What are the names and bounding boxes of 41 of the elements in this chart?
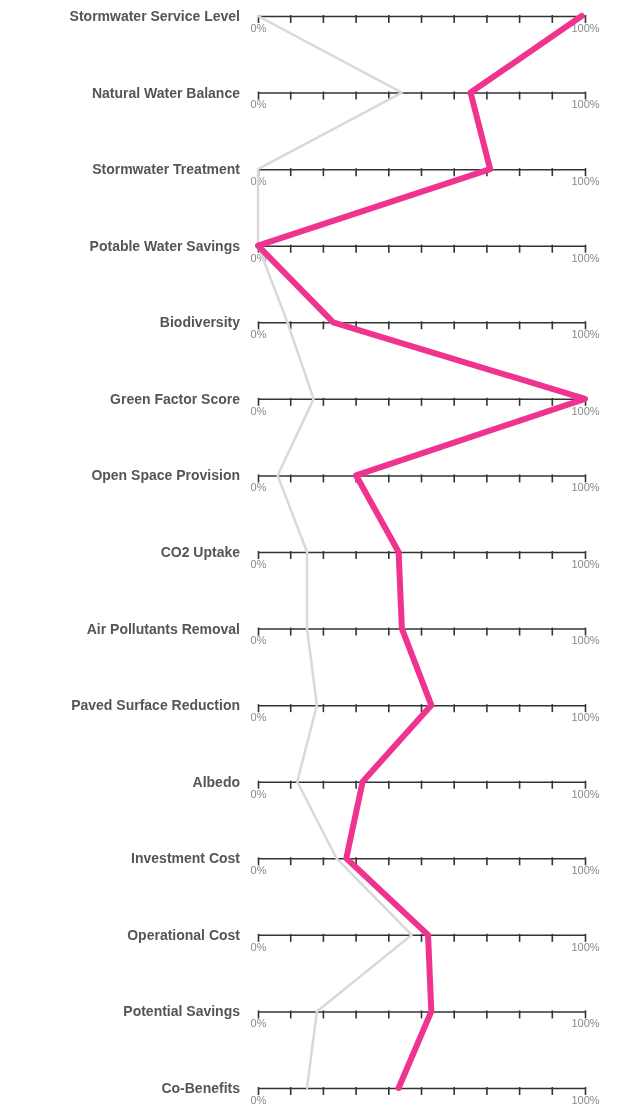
y-tick-label: Open Space Provision — [91, 467, 240, 484]
text: 100% — [571, 251, 600, 264]
text: 100% — [571, 1017, 600, 1030]
text: 0% — [250, 328, 267, 341]
y-tick-label: Potable Water Savings — [89, 237, 241, 254]
y-tick-label: Green Factor Score — [110, 390, 241, 407]
text: 0% — [250, 481, 267, 494]
text: 0% — [250, 940, 267, 953]
text: 0% — [250, 557, 267, 570]
text: 100% — [571, 557, 600, 570]
text: 0% — [250, 1093, 267, 1106]
text: 100% — [571, 404, 600, 417]
y-tick-label: Stormwater Treatment — [92, 161, 241, 178]
y-tick-label: Potential Savings — [123, 1003, 241, 1020]
y-tick-label: Operational Cost — [127, 926, 241, 943]
text: 100% — [571, 864, 600, 877]
text: 0% — [250, 1017, 267, 1030]
text: 0% — [250, 787, 267, 800]
y-tick-label: Albedo — [192, 773, 240, 790]
text: 100% — [571, 634, 600, 647]
y-tick-label: Natural Water Balance — [91, 84, 241, 101]
y-tick-label: CO2 Uptake — [160, 544, 241, 560]
text: 100% — [571, 481, 600, 494]
text: 100% — [571, 710, 600, 723]
text: 0% — [250, 864, 267, 877]
y-tick-label: Co-Benefits — [161, 1080, 241, 1096]
text: 100% — [571, 940, 600, 953]
y-tick-label: Investment Cost — [131, 850, 241, 867]
text: 0% — [250, 634, 267, 647]
y-tick-label: Stormwater Service Level — [69, 8, 240, 24]
y-tick-label: Paved Surface Reduction — [71, 697, 240, 714]
text: 100% — [571, 787, 600, 800]
text: 0% — [250, 404, 267, 417]
text: 100% — [571, 174, 600, 187]
text: 0% — [250, 710, 267, 723]
y-tick-label: Biodiversity — [159, 314, 241, 331]
y-tick-label: Air Pollutants Removal — [86, 620, 240, 637]
text: 0% — [250, 98, 267, 111]
text: 100% — [571, 98, 600, 111]
text: 100% — [571, 328, 600, 341]
text: 100% — [571, 1093, 600, 1106]
